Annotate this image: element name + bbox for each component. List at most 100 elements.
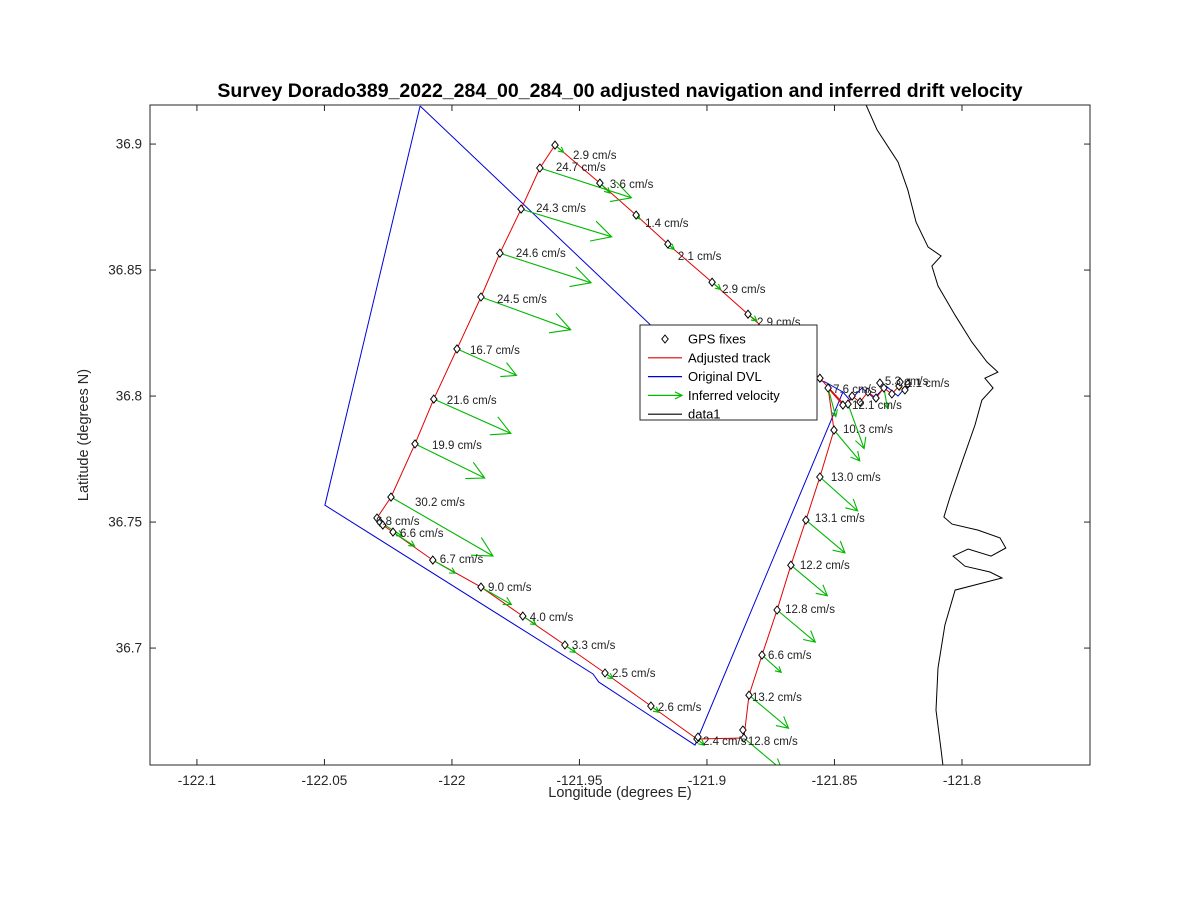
gps-fix-marker (378, 520, 387, 530)
velocity-arrow (414, 443, 486, 480)
legend-arrowhead-icon (674, 391, 684, 400)
gps-fix-marker (739, 725, 747, 735)
velocity-label: 6.7 cm/s (440, 554, 484, 566)
legend-entry-label: Original DVL (688, 369, 762, 384)
gps-fix-marker (824, 383, 832, 393)
legend-entry-label: Adjusted track (688, 350, 771, 365)
velocity-label: 13.1 cm/s (815, 513, 865, 525)
velocity-arrow (520, 208, 613, 242)
velocity-label: 12.2 cm/s (800, 560, 850, 572)
velocity-label: 2.9 cm/s (573, 150, 617, 162)
gps-fix-marker (496, 248, 504, 259)
legend: GPS fixes Adjusted track Original DVL Infer… (639, 324, 818, 422)
velocity-label: 1.4 cm/s (645, 218, 689, 230)
velocity-arrow (390, 496, 495, 557)
gps-fix-marker (708, 277, 716, 288)
velocity-arrow (499, 252, 593, 288)
gps-fix-marker (904, 379, 912, 389)
x-axis-label: Longitude (degrees E) (548, 785, 692, 801)
gps-fix-marker (787, 560, 795, 571)
legend-entry-label: data1 (688, 407, 721, 422)
legend-diamond-icon (661, 334, 669, 344)
velocity-arrow (480, 586, 513, 606)
gps-fix-marker (876, 378, 884, 388)
gps-fix-marker (839, 400, 847, 410)
x-tick-label: -121.8 (943, 773, 981, 788)
velocity-label: 3.6 cm/s (610, 179, 654, 191)
velocity-label: 1.1 cm/s (906, 378, 950, 390)
gps-fix-marker (664, 239, 672, 249)
gps-fix-marker (740, 733, 748, 743)
x-tick-label: -121.95 (557, 773, 603, 788)
velocity-label: 24.3 cm/s (536, 203, 586, 215)
velocity-label: 10.3 cm/s (843, 424, 893, 436)
velocity-arrow (432, 559, 457, 574)
legend-box (639, 324, 818, 421)
x-tick-label: -122 (438, 773, 465, 788)
gps-fix-marker (816, 472, 824, 482)
gps-fix-marker (389, 527, 397, 537)
velocity-label: 5.3 cm/s (885, 376, 929, 388)
velocity-label: 4.0 cm/s (530, 612, 574, 624)
velocity-label: 6.8 cm/s (376, 516, 420, 528)
legend-entry-label: GPS fixes (688, 332, 746, 347)
velocity-label: 2.1 cm/s (678, 251, 722, 263)
gps-fixes-layer (373, 140, 912, 744)
velocity-label: 9.0 cm/s (488, 582, 532, 594)
velocity-label: 7.6 cm/s (833, 384, 877, 396)
gps-fix-marker (517, 204, 525, 214)
gps-fix-marker (830, 425, 838, 435)
velocity-arrow (456, 348, 518, 378)
y-tick-label: 36.8 (116, 389, 142, 404)
velocity-arrow (847, 403, 867, 450)
velocity-label: 21.6 cm/s (447, 395, 497, 407)
x-tick-label: -121.85 (812, 773, 858, 788)
gps-fix-marker (596, 178, 604, 188)
y-tick-label: 36.85 (108, 263, 142, 278)
gps-fix-marker (744, 309, 752, 320)
velocity-arrow (790, 564, 829, 597)
gps-fix-marker (901, 385, 909, 395)
velocity-label: 6.6 cm/s (768, 650, 812, 662)
velocity-label: 24.5 cm/s (497, 294, 547, 306)
gps-fix-marker (477, 292, 485, 302)
gps-fix-marker (428, 555, 437, 565)
gps-fix-marker (896, 377, 904, 387)
velocity-label: 24.7 cm/s (556, 162, 606, 174)
velocity-label: 2.6 cm/s (658, 702, 702, 714)
coastline-path (865, 105, 1007, 765)
velocity-label: 12.8 cm/s (785, 604, 835, 616)
y-tick-label: 36.9 (116, 137, 142, 152)
gps-fix-marker (844, 399, 852, 409)
velocity-label: 12.8 cm/s (748, 736, 798, 748)
y-tick-label: 36.7 (116, 641, 142, 656)
gps-fix-marker (551, 140, 559, 150)
velocity-label: 2.9 cm/s (722, 284, 766, 296)
velocity-arrow (392, 531, 416, 547)
legend-entry-label: Inferred velocity (688, 388, 780, 403)
velocity-label: 12.1 cm/s (852, 400, 902, 412)
velocity-label: 13.2 cm/s (752, 692, 802, 704)
x-tick-label: -122.05 (302, 773, 348, 788)
gps-fix-marker (856, 397, 864, 407)
velocity-arrow (805, 519, 846, 554)
gps-fix-marker (477, 582, 485, 592)
adjusted-track-path (376, 144, 909, 740)
figure-title: Survey Dorado389_2022_284_00_284_00 adju… (217, 80, 1022, 102)
gps-fix-marker (888, 389, 896, 399)
gps-fix-marker (411, 439, 419, 449)
velocity-label: 6.6 cm/s (400, 528, 444, 540)
gps-fix-marker (816, 373, 824, 384)
y-axis-label: Latitude (degrees N) (76, 369, 92, 501)
gps-fix-marker (880, 383, 888, 393)
inferred-velocity-layer (379, 144, 903, 765)
gps-fix-marker (373, 513, 381, 523)
original-dvl-path (324, 105, 907, 746)
velocity-label: 2.5 cm/s (612, 668, 656, 680)
gps-fix-marker (872, 393, 880, 403)
gps-fix-marker (848, 391, 856, 401)
velocity-arrow (748, 694, 790, 730)
velocity-arrow (480, 296, 572, 334)
